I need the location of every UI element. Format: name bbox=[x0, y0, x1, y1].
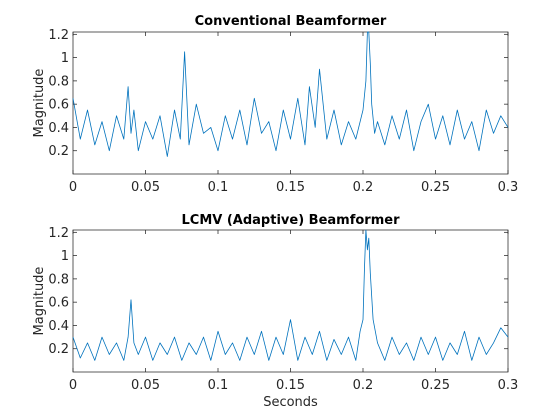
bottom-plot-box bbox=[72, 229, 509, 373]
bottom-plot-ticks: 0 0.05 0.1 0.15 0.2 0.25 0.3 0.2 0.4 0.6 0.8 1 1.2 bbox=[48, 226, 518, 393]
bottom-plot-xtick-label: 0.05 bbox=[131, 378, 160, 393]
top-plot-ytick-label: 1 bbox=[61, 51, 69, 66]
top-plot-series-line bbox=[72, 31, 509, 157]
top-plot-xtick-label: 0.25 bbox=[421, 180, 450, 195]
top-plot-ylabel: Magnitude bbox=[32, 69, 47, 138]
bottom-plot-ytick-label: 0.2 bbox=[48, 342, 69, 357]
top-plot-ytick-label: 0.2 bbox=[48, 144, 69, 159]
top-plot-xtick-label: 0.05 bbox=[131, 180, 160, 195]
bottom-plot-xlabel: Seconds bbox=[263, 395, 318, 410]
top-plot-xtick-label: 0.15 bbox=[276, 180, 305, 195]
bottom-plot-ytick-label: 1 bbox=[61, 249, 69, 264]
bottom-plot-xtick-label: 0.2 bbox=[353, 378, 374, 393]
bottom-plot-xtick-label: 0.1 bbox=[208, 378, 229, 393]
top-plot-ytick-label: 0.8 bbox=[48, 74, 69, 89]
top-plot-box bbox=[72, 31, 509, 175]
bottom-plot: LCMV (Adaptive) Beamformer Magnitude Sec… bbox=[32, 213, 518, 410]
bottom-plot-title: LCMV (Adaptive) Beamformer bbox=[182, 213, 401, 228]
top-plot-xtick-label: 0 bbox=[69, 180, 77, 195]
bottom-plot-xtick-label: 0.15 bbox=[276, 378, 305, 393]
bottom-plot-xtick-label: 0 bbox=[69, 378, 77, 393]
top-plot-ytick-label: 1.2 bbox=[48, 28, 69, 43]
bottom-plot-xtick-label: 0.3 bbox=[498, 378, 519, 393]
top-plot-xtick-label: 0.3 bbox=[498, 180, 519, 195]
bottom-plot-series-line bbox=[72, 229, 509, 361]
bottom-plot-ytick-label: 0.8 bbox=[48, 272, 69, 287]
top-plot-title: Conventional Beamformer bbox=[195, 14, 387, 29]
top-plot-xtick-label: 0.2 bbox=[353, 180, 374, 195]
top-plot-xtick-label: 0.1 bbox=[208, 180, 229, 195]
bottom-plot-ytick-label: 0.4 bbox=[48, 319, 69, 334]
bottom-plot-ylabel: Magnitude bbox=[32, 267, 47, 336]
top-plot-ytick-label: 0.4 bbox=[48, 121, 69, 136]
top-plot: Conventional Beamformer Magnitude 0 0.05 0… bbox=[32, 14, 518, 195]
bottom-plot-ytick-label: 1.2 bbox=[48, 226, 69, 241]
bottom-plot-xtick-label: 0.25 bbox=[421, 378, 450, 393]
top-plot-ytick-label: 0.6 bbox=[48, 98, 69, 113]
top-plot-ticks: 0 0.05 0.1 0.15 0.2 0.25 0.3 0.2 0.4 0.6 0.8 1 1.2 bbox=[48, 28, 518, 195]
bottom-plot-ytick-label: 0.6 bbox=[48, 296, 69, 311]
